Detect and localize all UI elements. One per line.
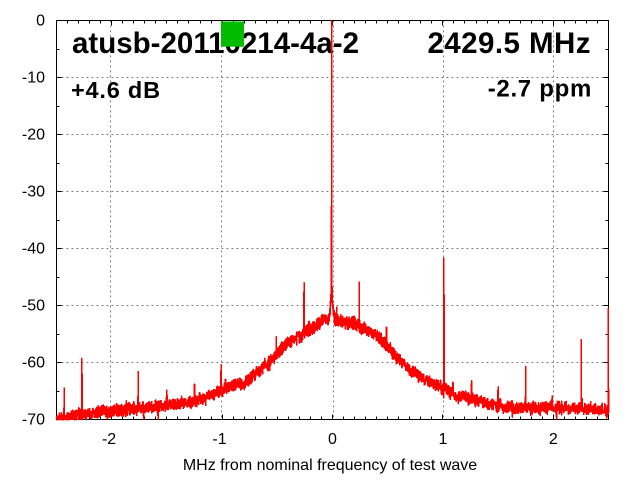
svg-text:0: 0 (328, 431, 337, 448)
svg-text:-60: -60 (22, 355, 45, 372)
svg-text:-40: -40 (22, 241, 45, 258)
svg-text:2: 2 (549, 431, 558, 448)
svg-text:-2.7 ppm: -2.7 ppm (488, 76, 592, 103)
svg-text:atusb-20110214-4a-2: atusb-20110214-4a-2 (72, 27, 359, 60)
svg-text:-2: -2 (102, 431, 116, 448)
svg-text:-30: -30 (22, 184, 45, 201)
svg-text:MHz from nominal frequency of: MHz from nominal frequency of test wave (183, 457, 477, 474)
svg-text:+4.6 dB: +4.6 dB (71, 77, 161, 103)
svg-text:2429.5 MHz: 2429.5 MHz (427, 27, 591, 60)
svg-text:-70: -70 (22, 412, 45, 429)
svg-text:-50: -50 (22, 298, 45, 315)
svg-text:-20: -20 (22, 127, 45, 144)
svg-text:-1: -1 (212, 431, 226, 448)
svg-text:0: 0 (36, 13, 45, 30)
svg-text:1: 1 (438, 431, 447, 448)
svg-text:-10: -10 (22, 70, 45, 87)
